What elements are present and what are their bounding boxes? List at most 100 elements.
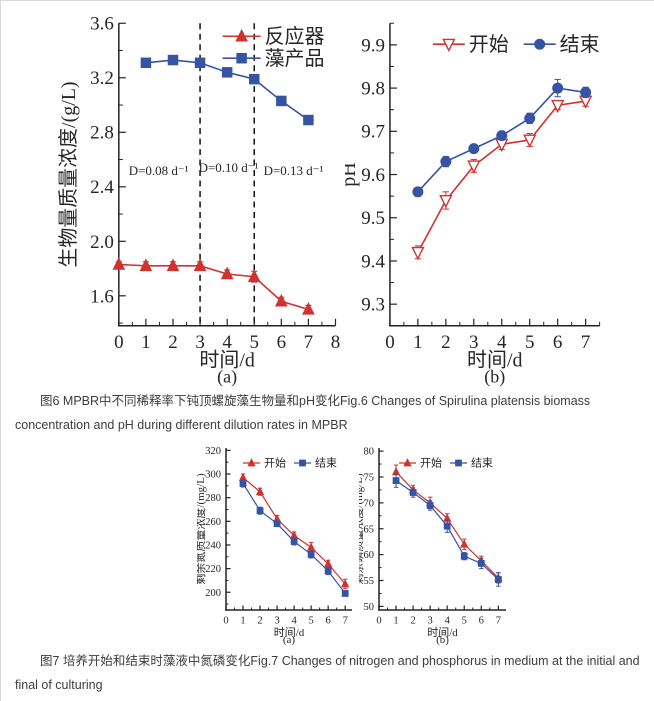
fig6b-series-开始 <box>411 95 593 261</box>
x-tick-label: 1 <box>393 616 398 627</box>
x-tick-label: 3 <box>470 332 479 353</box>
x-tick-label: 0 <box>223 616 228 627</box>
fig6b-axes: 0 1 2 3 4 5 6 7 9.3 9.4 9.5 9.6 9.7 9.8 9.9 <box>362 22 601 353</box>
y-tick-label: 9.9 <box>362 35 386 56</box>
fig7b-axes: 0 1 2 3 4 5 6 7 50 55 60 65 70 75 80 <box>364 447 506 627</box>
y-tick-label: 9.5 <box>362 208 386 229</box>
y-tick-label: 70 <box>364 498 375 509</box>
x-tick-label: 3 <box>195 332 204 353</box>
dilution-rate-annotation: D=0.13 d⁻¹ <box>264 163 324 178</box>
legend-label: 结束 <box>471 457 493 470</box>
legend-label: 藻产品 <box>265 47 325 70</box>
fig6b-legend: 开始 结束 <box>433 33 600 56</box>
fig7a-legend: 开始 结束 <box>243 456 337 470</box>
legend-label: 开始 <box>469 33 509 56</box>
fig7a-axes: 0 1 2 3 4 5 6 7 200 220 240 260 280 300 320 <box>205 446 352 627</box>
figure7-panels: 0 1 2 3 4 5 6 7 200 220 240 260 280 300 320 开始 结束 时间/d 剩余氮… <box>1 439 654 647</box>
x-tick-label: 0 <box>376 616 381 627</box>
y-tick-label: 300 <box>205 470 221 481</box>
x-tick-label: 1 <box>240 616 245 627</box>
y-tick-label: 2.0 <box>90 232 114 253</box>
y-axis-label: 剩余氮质量浓度/(mg/L) <box>197 473 207 585</box>
fig7b-legend: 开始 结束 <box>399 456 493 470</box>
x-axis-label: 时间/d <box>199 349 254 372</box>
x-tick-label: 2 <box>410 616 415 627</box>
x-tick-label: 2 <box>168 332 177 353</box>
x-tick-label: 5 <box>249 332 258 353</box>
y-axis-label: 生物量质量浓度/(g/L) <box>57 81 80 267</box>
x-tick-label: 7 <box>496 616 501 627</box>
y-tick-label: 50 <box>364 602 375 613</box>
y-tick-label: 200 <box>205 588 221 599</box>
x-axis-label: 时间/d <box>468 349 523 372</box>
y-tick-label: 280 <box>205 493 221 504</box>
x-tick-label: 5 <box>525 332 534 353</box>
x-tick-label: 7 <box>304 332 313 353</box>
x-tick-label: 5 <box>462 616 467 627</box>
dilution-rate-annotation: D=0.10 d⁻¹ <box>199 160 259 175</box>
y-axis-label: 剩余磷质量浓度/(mg/L) <box>359 473 365 585</box>
panel-label: (a) <box>217 367 237 387</box>
fig6a-series-反应器 <box>112 257 315 315</box>
fig6b-series-结束 <box>412 78 592 198</box>
x-tick-label: 5 <box>309 616 314 627</box>
figure6-caption: 图6 MPBR中不同稀释率下钝顶螺旋藻生物量和pH变化Fig.6 Changes… <box>15 394 591 432</box>
x-tick-label: 8 <box>331 332 340 353</box>
x-tick-label: 6 <box>553 332 562 353</box>
panel-label: (a) <box>283 634 296 646</box>
x-tick-label: 4 <box>291 616 297 627</box>
x-tick-label: 6 <box>326 616 331 627</box>
y-tick-label: 320 <box>205 446 221 457</box>
fig7b-series-结束 <box>392 473 502 587</box>
legend-label: 开始 <box>420 456 442 470</box>
figure7-caption: 图7 培养开始和结束时藻液中氮磷变化Fig.7 Changes of nitro… <box>15 654 640 692</box>
y-tick-label: 3.2 <box>90 68 114 89</box>
y-tick-label: 260 <box>205 517 221 528</box>
fig6a-series-藻产品 <box>140 54 314 126</box>
legend-label: 开始 <box>264 456 286 470</box>
x-tick-label: 6 <box>479 616 484 627</box>
panel-label: (b) <box>436 634 449 646</box>
fig7a-series-开始 <box>238 472 350 590</box>
fig6a-axes: 0 1 2 3 4 5 6 7 8 1.6 2.0 2.4 2.8 3.2 3.6 <box>90 14 340 353</box>
y-axis-label: pH <box>345 162 360 186</box>
x-tick-label: 7 <box>343 616 348 627</box>
y-tick-label: 2.4 <box>90 177 114 198</box>
y-tick-label: 75 <box>364 473 375 484</box>
y-tick-label: 220 <box>205 564 221 575</box>
dilution-rate-annotation: D=0.08 d⁻¹ <box>129 163 189 178</box>
y-tick-label: 9.7 <box>362 122 386 143</box>
y-tick-label: 60 <box>364 550 375 561</box>
y-tick-label: 55 <box>364 576 375 587</box>
x-tick-label: 2 <box>257 616 262 627</box>
y-tick-label: 2.8 <box>90 123 114 144</box>
x-tick-label: 6 <box>277 332 286 353</box>
y-tick-label: 9.8 <box>362 79 386 100</box>
y-tick-label: 9.6 <box>362 165 386 186</box>
x-axis-label: 时间/d <box>427 626 458 639</box>
y-tick-label: 9.4 <box>362 251 386 272</box>
panel-label: (b) <box>485 367 506 387</box>
y-tick-label: 1.6 <box>90 286 114 307</box>
y-tick-label: 65 <box>364 524 375 535</box>
legend-label: 反应器 <box>265 25 325 48</box>
x-tick-label: 7 <box>581 332 590 353</box>
y-tick-label: 80 <box>364 447 375 458</box>
legend-label: 结束 <box>560 33 600 56</box>
figure6-panels: 0 1 2 3 4 5 6 7 8 1.6 2.0 2.4 2.8 3.2 3.6 D=0.08 d⁻¹ D=0… <box>1 1 654 387</box>
x-tick-label: 3 <box>428 616 433 627</box>
fig7a-series-结束 <box>239 479 349 597</box>
x-axis-label: 时间/d <box>274 626 305 639</box>
x-tick-label: 0 <box>114 332 123 353</box>
x-tick-label: 3 <box>274 616 279 627</box>
fig6a-biomass-concentration-chart: 0 1 2 3 4 5 6 7 8 1.6 2.0 2.4 2.8 3.2 3.6 D=0.08 d⁻¹ D=0… <box>57 14 340 387</box>
x-tick-label: 0 <box>386 332 395 353</box>
y-tick-label: 9.3 <box>362 295 386 316</box>
x-tick-label: 2 <box>442 332 451 353</box>
legend-label: 结束 <box>315 457 337 470</box>
x-tick-label: 1 <box>414 332 423 353</box>
x-tick-label: 4 <box>445 616 451 627</box>
